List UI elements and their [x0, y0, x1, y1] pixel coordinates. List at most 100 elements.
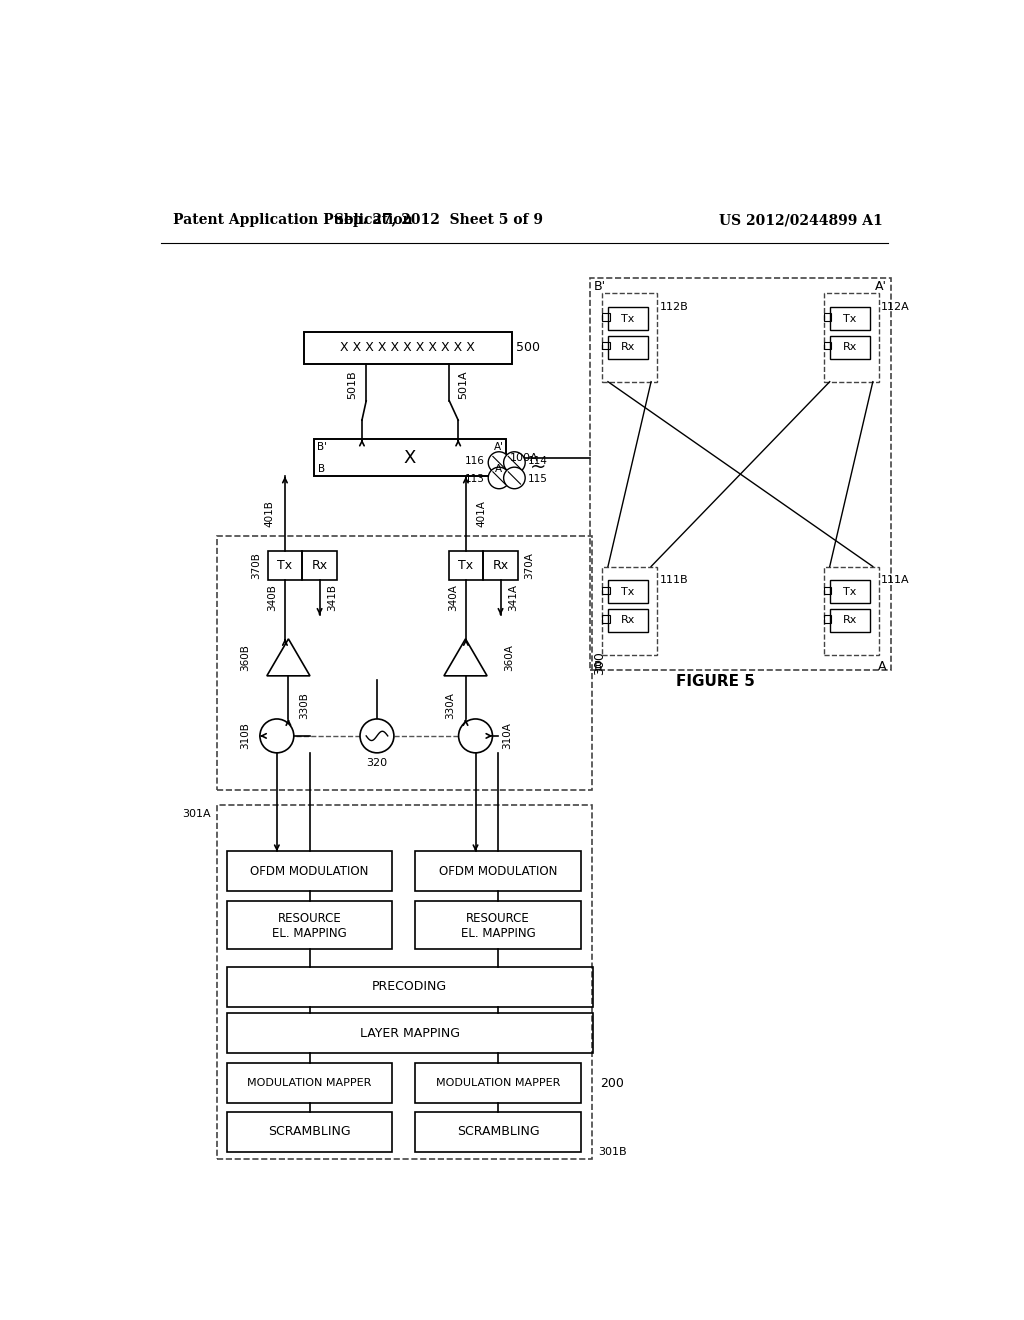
Bar: [829, 335, 869, 359]
Text: EL. MAPPING: EL. MAPPING: [272, 927, 347, 940]
Text: 310A: 310A: [503, 722, 512, 750]
Text: Tx: Tx: [622, 314, 635, 323]
Bar: [226, 968, 593, 1007]
Text: Tx: Tx: [622, 587, 635, 597]
Text: 330A: 330A: [444, 693, 455, 719]
Text: B: B: [318, 463, 325, 474]
Text: Sep. 27, 2012  Sheet 5 of 9: Sep. 27, 2012 Sheet 5 of 9: [334, 213, 543, 227]
Text: FIGURE 5: FIGURE 5: [676, 675, 755, 689]
Text: B': B': [316, 442, 327, 453]
Text: Rx: Rx: [493, 560, 509, 573]
Text: Rx: Rx: [843, 342, 857, 352]
Bar: [416, 1063, 581, 1104]
Bar: [602, 342, 609, 350]
Bar: [829, 581, 869, 603]
Text: LAYER MAPPING: LAYER MAPPING: [359, 1027, 460, 1040]
Text: 320: 320: [367, 758, 387, 768]
Text: 114: 114: [528, 455, 548, 466]
Bar: [608, 335, 648, 359]
Bar: [304, 331, 512, 364]
Text: Patent Application Publication: Patent Application Publication: [173, 213, 413, 227]
Text: Rx: Rx: [621, 342, 635, 352]
Text: US 2012/0244899 A1: US 2012/0244899 A1: [719, 213, 883, 227]
Bar: [302, 552, 337, 581]
Text: A': A': [874, 280, 887, 293]
Circle shape: [260, 719, 294, 752]
Bar: [823, 313, 831, 321]
Bar: [226, 851, 392, 891]
Bar: [226, 902, 392, 949]
Bar: [602, 586, 609, 594]
Text: A: A: [879, 660, 887, 673]
Text: 113: 113: [465, 474, 485, 484]
Bar: [590, 277, 891, 671]
Text: 116: 116: [465, 455, 485, 466]
Text: EL. MAPPING: EL. MAPPING: [461, 927, 536, 940]
Text: Rx: Rx: [311, 560, 328, 573]
Text: 360B: 360B: [240, 644, 250, 671]
Text: 112A: 112A: [882, 302, 910, 312]
Bar: [416, 851, 581, 891]
Bar: [313, 440, 506, 477]
Text: 200: 200: [600, 1077, 625, 1090]
Text: Rx: Rx: [843, 615, 857, 626]
Bar: [449, 552, 483, 581]
Text: 111A: 111A: [882, 576, 910, 585]
Text: RESOURCE: RESOURCE: [466, 912, 530, 925]
Bar: [267, 552, 302, 581]
Text: 340B: 340B: [267, 583, 278, 611]
Text: 501B: 501B: [347, 370, 357, 399]
Bar: [608, 308, 648, 330]
Bar: [226, 1014, 593, 1053]
Bar: [823, 615, 831, 623]
Text: SCRAMBLING: SCRAMBLING: [268, 1125, 351, 1138]
Text: 341A: 341A: [508, 583, 518, 611]
Text: 330B: 330B: [299, 693, 309, 719]
Text: A': A': [494, 442, 504, 453]
Text: X: X: [403, 449, 417, 467]
Bar: [602, 293, 657, 381]
Bar: [602, 615, 609, 623]
Text: 301B: 301B: [598, 1147, 627, 1156]
Bar: [226, 1063, 392, 1104]
Text: 341B: 341B: [328, 583, 337, 611]
Bar: [823, 566, 879, 655]
Circle shape: [488, 451, 510, 474]
Text: 301A: 301A: [182, 809, 211, 820]
Text: 401A: 401A: [477, 500, 486, 527]
Text: MODULATION MAPPER: MODULATION MAPPER: [436, 1078, 560, 1088]
Text: 340A: 340A: [449, 583, 458, 611]
Bar: [217, 536, 592, 789]
Text: 500: 500: [515, 342, 540, 354]
Text: OFDM MODULATION: OFDM MODULATION: [251, 865, 369, 878]
Text: 115: 115: [528, 474, 548, 484]
Text: 370A: 370A: [524, 552, 535, 579]
Text: 100A: 100A: [510, 453, 539, 463]
Text: 401B: 401B: [264, 500, 274, 527]
Text: Tx: Tx: [843, 587, 856, 597]
Text: B: B: [594, 660, 603, 673]
Text: 310B: 310B: [240, 722, 250, 750]
Text: 370B: 370B: [252, 552, 261, 579]
Circle shape: [459, 719, 493, 752]
Text: RESOURCE: RESOURCE: [278, 912, 341, 925]
Bar: [226, 1111, 392, 1151]
Text: SCRAMBLING: SCRAMBLING: [457, 1125, 540, 1138]
Circle shape: [488, 467, 510, 488]
Text: 112B: 112B: [659, 302, 688, 312]
Text: 111B: 111B: [659, 576, 688, 585]
Bar: [483, 552, 518, 581]
Text: A: A: [495, 463, 502, 474]
Text: Tx: Tx: [459, 560, 473, 573]
Text: ~: ~: [529, 458, 546, 477]
Bar: [416, 1111, 581, 1151]
Bar: [823, 342, 831, 350]
Bar: [829, 308, 869, 330]
Text: Rx: Rx: [621, 615, 635, 626]
Text: PRECODING: PRECODING: [372, 981, 447, 994]
Circle shape: [504, 451, 525, 474]
Circle shape: [360, 719, 394, 752]
Bar: [416, 902, 581, 949]
Text: 300: 300: [593, 651, 606, 675]
Bar: [217, 805, 592, 1159]
